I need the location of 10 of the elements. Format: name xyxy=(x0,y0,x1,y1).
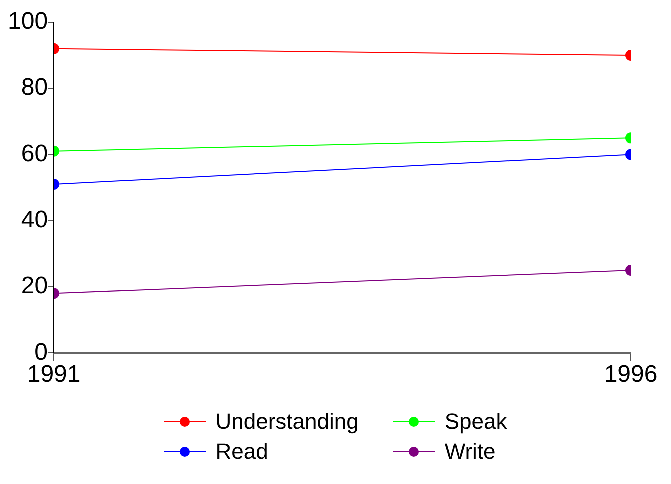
legend-label: Understanding xyxy=(216,408,359,436)
y-tick-label: 100 xyxy=(8,8,48,36)
y-tick-label: 20 xyxy=(21,272,48,300)
y-tick-label: 40 xyxy=(21,206,48,234)
legend-label: Speak xyxy=(444,408,508,436)
legend-label: Write xyxy=(444,438,496,466)
x-tick-label: 1996 xyxy=(604,361,658,388)
y-tick-label: 60 xyxy=(21,140,48,168)
y-tick-label: 80 xyxy=(21,74,48,102)
legend-label: Read xyxy=(216,438,268,466)
